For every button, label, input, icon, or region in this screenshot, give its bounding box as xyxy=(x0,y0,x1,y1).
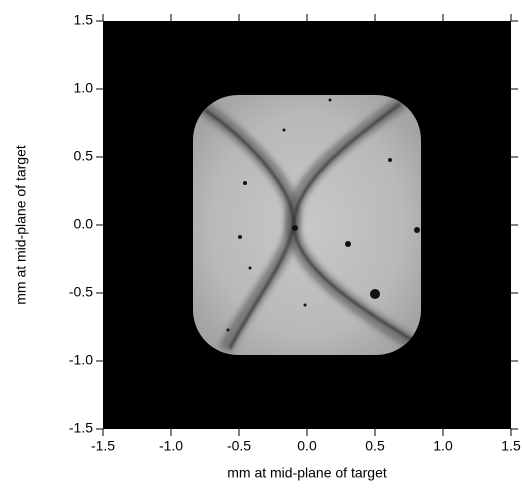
y-tick-label: -0.5 xyxy=(69,284,93,300)
specks xyxy=(226,98,420,332)
x-tick-label: -1.5 xyxy=(91,438,115,454)
y-tick-label: 1.0 xyxy=(74,80,94,96)
radiograph xyxy=(193,95,421,355)
x-tick-label: 1.5 xyxy=(501,438,521,454)
y-tick-label: -1.0 xyxy=(69,352,93,368)
x-tick-label: -1.0 xyxy=(159,438,183,454)
x-tick-label: -0.5 xyxy=(227,438,251,454)
image-field xyxy=(193,95,421,355)
y-tick-label: 1.5 xyxy=(74,12,94,28)
x-tick-label: 1.0 xyxy=(433,438,453,454)
y-tick-label: -1.5 xyxy=(69,420,93,436)
x-tick-label: 0.5 xyxy=(365,438,385,454)
x-axis-label: mm at mid-plane of target xyxy=(227,465,387,481)
y-tick-label: 0.5 xyxy=(74,148,94,164)
y-axis-label: mm at mid-plane of target xyxy=(13,145,29,305)
y-tick-label: 0.0 xyxy=(74,216,94,232)
x-tick-label: 0.0 xyxy=(297,438,317,454)
